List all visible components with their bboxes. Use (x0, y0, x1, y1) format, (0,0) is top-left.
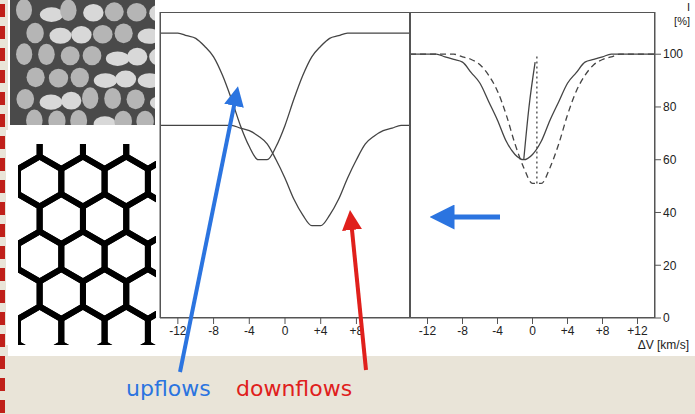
svg-text:+8: +8 (350, 324, 364, 338)
svg-text:80: 80 (663, 100, 677, 114)
svg-text:+12: +12 (627, 324, 648, 338)
html-text:downflows: downflows (236, 376, 353, 401)
svg-text:60: 60 (663, 153, 677, 167)
svg-text:-8: -8 (208, 324, 219, 338)
svg-text:+4: +4 (561, 324, 575, 338)
html-text:ΔV [km/s]: ΔV [km/s] (637, 338, 689, 352)
svg-text:0: 0 (663, 311, 670, 325)
svg-text:+4: +4 (314, 324, 328, 338)
svg-text:+8: +8 (596, 324, 610, 338)
svg-text:-12: -12 (419, 324, 437, 338)
svg-text:-4: -4 (244, 324, 255, 338)
svg-text:0: 0 (282, 324, 289, 338)
svg-text:0: 0 (529, 324, 536, 338)
svg-text:-4: -4 (492, 324, 503, 338)
html-text:I: I (686, 1, 690, 13)
svg-text:20: 20 (663, 259, 677, 273)
svg-text:40: 40 (663, 206, 677, 220)
html-text:upflows: upflows (126, 376, 211, 401)
svg-text:-12: -12 (169, 324, 187, 338)
svg-text:100: 100 (663, 47, 683, 61)
svg-text:-8: -8 (457, 324, 468, 338)
